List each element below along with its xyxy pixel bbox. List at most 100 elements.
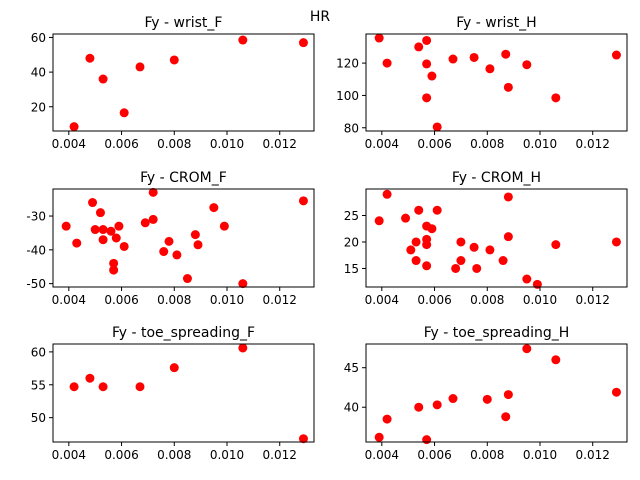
x-tick-label: 0.012 <box>576 448 610 462</box>
y-tick-label: 60 <box>31 345 46 359</box>
subplot-4: Fy - CROM_H 0.004 0.006 0.008 0.010 0.012 15 20… <box>344 170 628 307</box>
subplot-1: Fy - wrist_F 0.004 0.006 0.008 0.010 0.012 20 4… <box>31 15 315 151</box>
scatter-point <box>611 387 621 397</box>
scatter-point <box>238 343 248 353</box>
axes-frame <box>52 343 315 443</box>
scatter-point <box>72 238 82 248</box>
scatter-point <box>98 74 108 84</box>
scatter-point <box>422 35 432 45</box>
x-tick-label: 0.004 <box>365 448 399 462</box>
x-tick-label: 0.012 <box>576 293 610 307</box>
x-tick-label: 0.010 <box>210 448 244 462</box>
scatter-point <box>298 38 308 48</box>
scatter-point <box>193 240 203 250</box>
scatter-point <box>501 412 511 422</box>
scatter-point <box>422 93 432 103</box>
axes-frame <box>52 188 315 288</box>
scatter-point <box>451 263 461 273</box>
scatter-point <box>498 256 508 266</box>
scatter-point <box>422 59 432 69</box>
scatter-point <box>382 58 392 68</box>
y-tick-label: -50 <box>26 277 46 291</box>
x-tick-label: 0.012 <box>576 137 610 151</box>
scatter-point <box>106 226 116 236</box>
scatter-point <box>135 62 145 72</box>
scatter-point <box>422 240 432 250</box>
scatter-point <box>472 263 482 273</box>
scatter-point <box>411 256 421 266</box>
scatter-point <box>140 218 150 228</box>
x-tick-label: 0.006 <box>417 448 451 462</box>
x-tick-label: 0.006 <box>104 137 138 151</box>
scatter-point <box>456 256 466 266</box>
y-tick-label: 20 <box>31 100 46 114</box>
y-tick-label: 20 <box>344 235 359 249</box>
x-tick-label: 0.008 <box>470 137 504 151</box>
scatter-point <box>238 35 248 45</box>
scatter-point <box>611 50 621 60</box>
scatter-point <box>182 274 192 284</box>
scatter-point <box>432 205 442 215</box>
scatter-point <box>551 355 561 365</box>
scatter-point <box>448 394 458 404</box>
subplot-6: Fy - toe_spreading_H 0.004 0.006 0.008 0.010… <box>344 325 628 462</box>
y-tick-label: 120 <box>336 57 359 71</box>
scatter-point <box>522 274 532 284</box>
scatter-point <box>109 258 119 268</box>
x-tick-label: 0.010 <box>210 293 244 307</box>
y-tick-label: 15 <box>344 262 359 276</box>
subplot-2: Fy - wrist_H 0.004 0.006 0.008 0.010 0.012 80 1… <box>336 15 628 151</box>
scatter-point <box>522 60 532 70</box>
y-tick-label: 25 <box>344 209 359 223</box>
scatter-point <box>414 402 424 412</box>
x-tick-label: 0.006 <box>104 448 138 462</box>
scatter-point <box>551 240 561 250</box>
subplot-title: Fy - CROM_F <box>140 170 227 186</box>
scatter-point <box>119 108 129 118</box>
scatter-point <box>456 237 466 247</box>
scatter-point <box>88 198 98 208</box>
scatter-point <box>501 49 511 59</box>
scatter-point <box>69 122 79 132</box>
scatter-point <box>432 122 442 132</box>
x-tick-label: 0.008 <box>470 293 504 307</box>
scatter-point <box>432 400 442 410</box>
y-tick-label: 50 <box>31 411 46 425</box>
y-tick-label: 55 <box>31 378 46 392</box>
y-tick-label: -40 <box>26 243 46 257</box>
x-tick-label: 0.012 <box>263 137 297 151</box>
y-tick-label: 45 <box>344 361 359 375</box>
x-tick-label: 0.004 <box>365 137 399 151</box>
scatter-point <box>119 241 129 251</box>
scatter-point <box>611 237 621 247</box>
scatter-point <box>298 196 308 206</box>
x-tick-label: 0.004 <box>52 293 86 307</box>
x-tick-label: 0.008 <box>157 448 191 462</box>
scatter-point <box>98 382 108 392</box>
y-tick-label: 40 <box>31 66 46 80</box>
x-tick-label: 0.008 <box>157 293 191 307</box>
y-tick-label: 100 <box>336 89 359 103</box>
axes-frame <box>365 343 628 443</box>
scatter-point <box>406 245 416 255</box>
subplot-3: Fy - CROM_F 0.004 0.006 0.008 0.010 0.012 -50 -… <box>26 170 315 307</box>
x-tick-label: 0.004 <box>52 448 86 462</box>
scatter-point <box>95 208 105 218</box>
scatter-point <box>219 221 229 231</box>
x-tick-label: 0.006 <box>417 293 451 307</box>
scatter-point <box>135 382 145 392</box>
scatter-point <box>164 236 174 246</box>
scatter-point <box>209 203 219 213</box>
scatter-point <box>61 221 71 231</box>
scatter-point <box>411 237 421 247</box>
scatter-point <box>503 82 513 92</box>
axes-frame <box>365 33 628 132</box>
x-tick-label: 0.012 <box>263 448 297 462</box>
scatter-point <box>69 382 79 392</box>
y-tick-label: -30 <box>26 210 46 224</box>
axes-frame <box>52 33 315 132</box>
scatter-point <box>469 242 479 252</box>
scatter-point <box>190 230 200 240</box>
scatter-point <box>427 224 437 234</box>
scatter-point <box>382 414 392 424</box>
